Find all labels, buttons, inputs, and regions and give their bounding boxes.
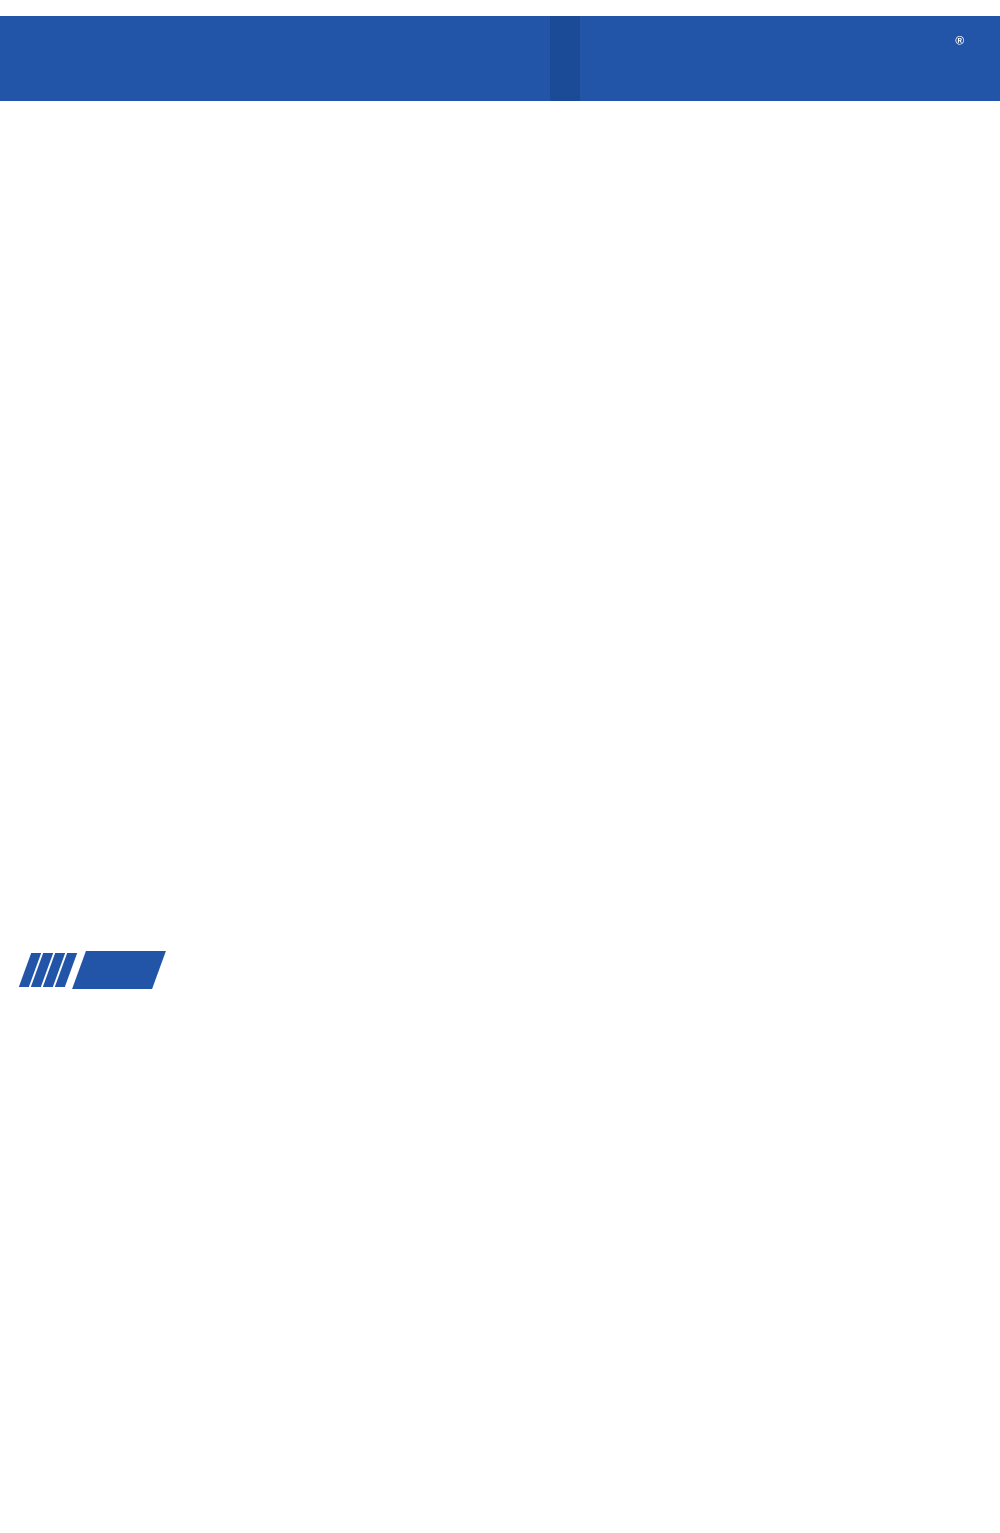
stripes-icon — [19, 953, 77, 987]
section-header — [25, 951, 1000, 989]
brand-block: ® — [955, 30, 965, 61]
performance-chart — [0, 101, 1000, 931]
title-banner: ® — [0, 16, 1000, 101]
since-label — [0, 0, 1000, 10]
